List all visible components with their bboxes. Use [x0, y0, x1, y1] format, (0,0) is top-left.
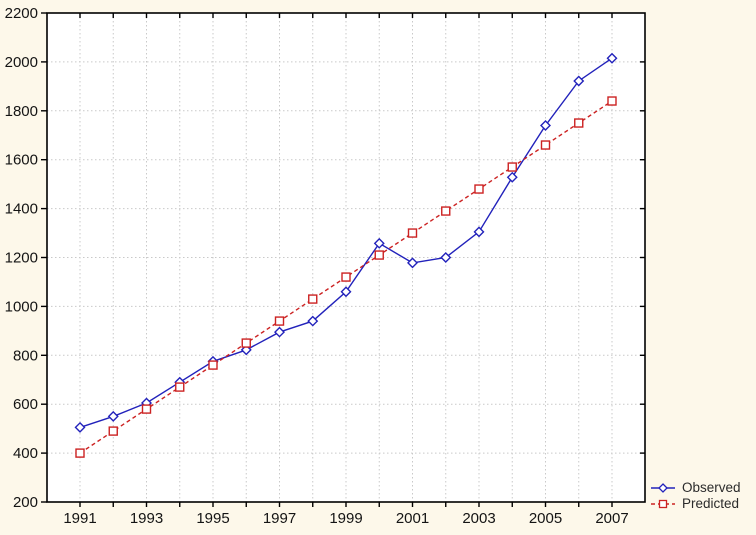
x-tick-label: 1995	[196, 510, 229, 527]
x-tick-label: 2007	[595, 510, 628, 527]
legend: Observed Predicted	[648, 480, 741, 511]
y-tick-label: 400	[13, 445, 38, 462]
x-tick-label: 1999	[329, 510, 362, 527]
y-tick-label: 2000	[5, 54, 38, 71]
y-tick-label: 200	[13, 494, 38, 511]
x-tick-label: 1991	[63, 510, 96, 527]
y-tick-label: 1600	[5, 152, 38, 169]
y-tick-label: 1400	[5, 201, 38, 218]
legend-item-predicted: Predicted	[648, 496, 741, 511]
legend-label-predicted: Predicted	[682, 496, 740, 511]
y-tick-label: 1200	[5, 250, 38, 267]
observed-line-sample-icon	[651, 482, 675, 493]
legend-item-observed: Observed	[648, 480, 741, 495]
x-tick-label: 1997	[263, 510, 296, 527]
predicted-line-sample-icon	[651, 499, 675, 508]
y-tick-label: 600	[13, 396, 38, 413]
x-tick-label: 2005	[529, 510, 562, 527]
y-tick-label: 2200	[5, 5, 38, 22]
y-tick-label: 1800	[5, 103, 38, 120]
x-tick-label: 2001	[396, 510, 429, 527]
x-tick-label: 2003	[462, 510, 495, 527]
y-tick-label: 800	[13, 347, 38, 364]
y-tick-label: 1000	[5, 298, 38, 315]
legend-label-observed: Observed	[682, 480, 741, 495]
x-tick-label: 1993	[130, 510, 163, 527]
